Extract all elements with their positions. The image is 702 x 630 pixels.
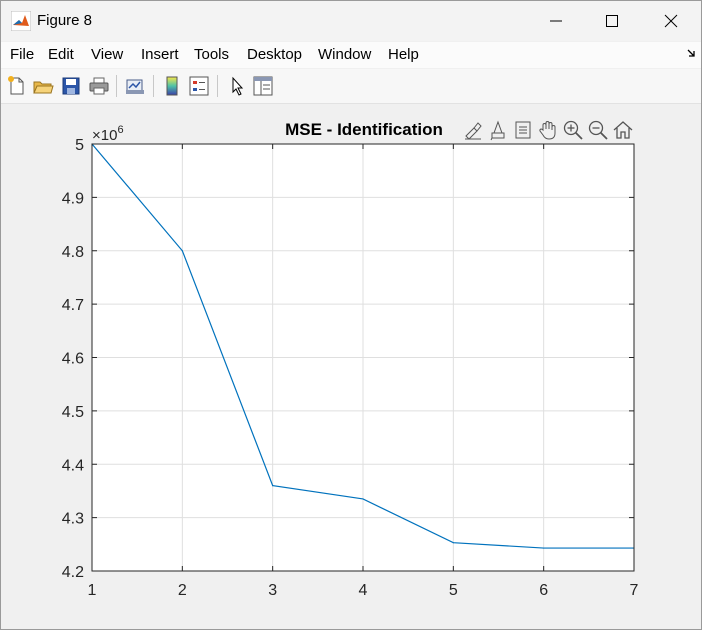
pan-icon[interactable] — [537, 119, 559, 141]
insert-colorbar-icon[interactable] — [161, 75, 183, 97]
minimize-icon — [550, 20, 562, 22]
menu-insert[interactable]: Insert — [141, 46, 179, 63]
menu-file[interactable]: File — [10, 46, 35, 63]
minimize-button[interactable] — [533, 5, 579, 37]
matlab-icon — [11, 11, 31, 31]
figure-toolbar — [1, 69, 701, 104]
title-bar[interactable]: Figure 8 — [1, 1, 701, 41]
menu-view[interactable]: View — [91, 46, 124, 63]
data-tips-icon[interactable] — [487, 119, 509, 141]
new-figure-icon[interactable] — [6, 75, 28, 97]
close-icon — [664, 14, 678, 28]
toolbar-separator — [217, 75, 218, 97]
insert-legend-icon[interactable] — [188, 75, 210, 97]
toolbar-separator — [153, 75, 154, 97]
menu-edit[interactable]: Edit — [48, 46, 74, 63]
print-icon[interactable] — [88, 75, 110, 97]
menu-bar: File Edit View Insert Tools Desktop Wind… — [1, 42, 701, 68]
toolbar-separator — [116, 75, 117, 97]
menu-tools[interactable]: Tools — [194, 46, 230, 63]
window-title: Figure 8 — [37, 12, 93, 29]
open-file-icon[interactable] — [32, 75, 54, 97]
save-icon[interactable] — [60, 75, 82, 97]
menu-window[interactable]: Window — [318, 46, 372, 63]
brush-icon[interactable] — [462, 119, 484, 141]
link-plot-icon[interactable] — [124, 75, 146, 97]
home-icon[interactable] — [612, 119, 634, 141]
figure-canvas — [1, 104, 701, 629]
edit-plot-icon[interactable] — [226, 75, 248, 97]
zoom-out-icon[interactable] — [587, 119, 609, 141]
menu-desktop[interactable]: Desktop — [247, 46, 303, 63]
maximize-icon — [606, 15, 618, 27]
dock-arrow-icon[interactable] — [687, 48, 697, 58]
close-button[interactable] — [648, 5, 694, 37]
open-property-inspector-icon[interactable] — [252, 75, 274, 97]
menu-help[interactable]: Help — [388, 46, 419, 63]
export-icon[interactable] — [512, 119, 534, 141]
maximize-button[interactable] — [589, 5, 635, 37]
zoom-in-icon[interactable] — [562, 119, 584, 141]
